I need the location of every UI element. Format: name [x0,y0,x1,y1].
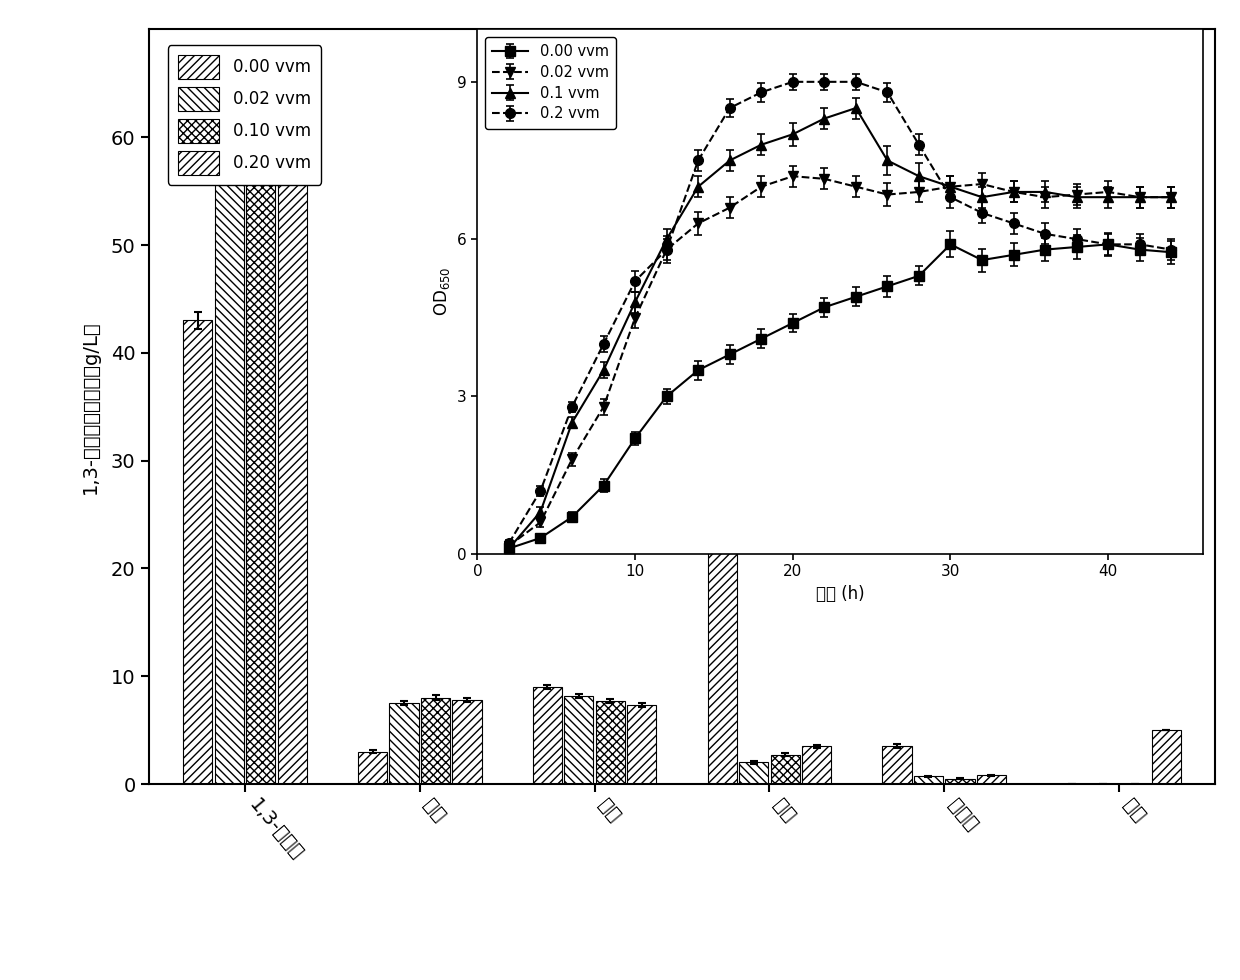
Bar [389,704,419,784]
Bar [184,320,212,784]
Bar [627,706,656,784]
Bar [215,159,244,784]
Y-axis label: OD$_{650}$: OD$_{650}$ [432,267,451,317]
Bar [739,762,769,784]
Bar [708,499,737,784]
Bar [770,755,800,784]
Bar [278,111,306,784]
Bar [595,701,625,784]
Bar [453,700,481,784]
Bar [533,687,562,784]
Y-axis label: 1,3-丙二醇和副产物（g/L）: 1,3-丙二醇和副产物（g/L） [81,319,99,494]
Bar [246,116,275,784]
Legend: 0.00 vvm, 0.02 vvm, 0.10 vvm, 0.20 vvm: 0.00 vvm, 0.02 vvm, 0.10 vvm, 0.20 vvm [167,45,321,184]
Bar [358,752,387,784]
X-axis label: 时间 (h): 时间 (h) [816,585,864,603]
Bar [945,778,975,784]
Bar [420,698,450,784]
Bar [914,776,944,784]
Bar [1152,730,1180,784]
Bar [802,747,831,784]
Bar [564,696,594,784]
Bar [883,747,911,784]
Legend: 0.00 vvm, 0.02 vvm, 0.1 vvm, 0.2 vvm: 0.00 vvm, 0.02 vvm, 0.1 vvm, 0.2 vvm [485,36,616,128]
Bar [977,775,1006,784]
